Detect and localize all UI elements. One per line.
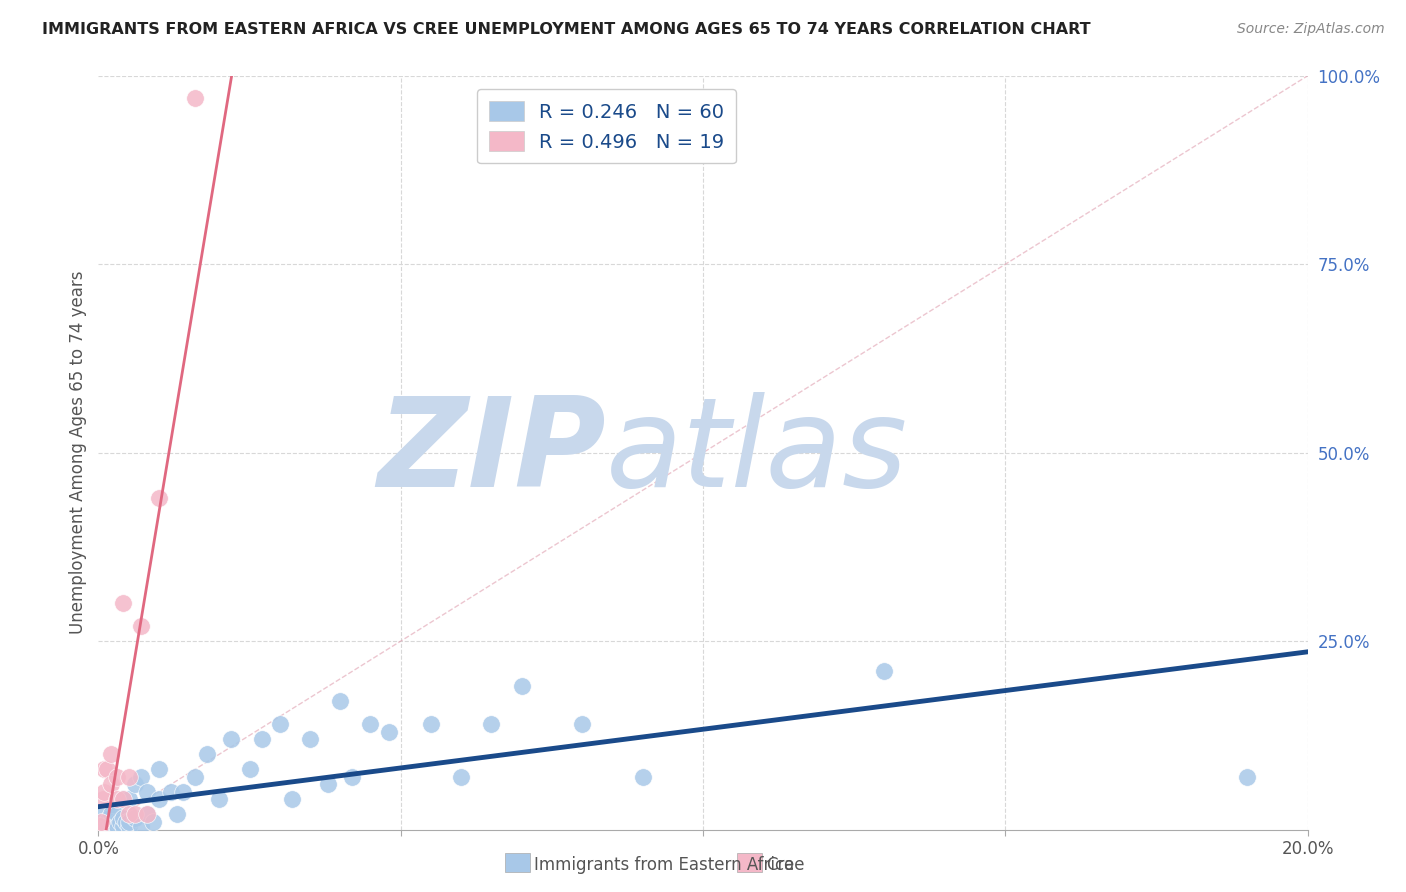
Point [100,777,122,791]
Point [105,770,128,784]
Point [105,815,128,830]
Point [105,792,128,806]
Point [166,807,188,822]
Point [118,770,141,784]
Point [94,815,117,830]
Text: Cree: Cree [766,856,804,874]
Point [129,619,152,633]
Point [90,819,112,833]
Point [420,717,443,731]
Y-axis label: Unemployment Among Ages 65 to 74 years: Unemployment Among Ages 65 to 74 years [69,271,87,634]
Point [481,717,503,731]
Point [135,807,157,822]
Point [250,732,273,747]
Point [510,679,533,693]
Point [93,785,115,799]
Point [148,491,170,505]
Point [148,792,170,806]
Point [184,770,207,784]
Point [124,777,146,791]
Point [450,770,472,784]
Point [114,815,136,830]
Point [172,785,194,799]
Text: Source: ZipAtlas.com: Source: ZipAtlas.com [1237,22,1385,37]
Point [93,762,115,776]
Point [195,747,218,761]
Point [299,732,322,747]
Point [329,694,352,708]
Text: IMMIGRANTS FROM EASTERN AFRICA VS CREE UNEMPLOYMENT AMONG AGES 65 TO 74 YEARS CO: IMMIGRANTS FROM EASTERN AFRICA VS CREE U… [42,22,1091,37]
Point [377,724,399,739]
Point [108,815,131,830]
Point [111,811,134,825]
Point [103,819,125,833]
Point [118,815,141,830]
Point [1236,770,1258,784]
Point [96,815,118,830]
Text: atlas: atlas [606,392,908,513]
Point [98,811,121,825]
Point [105,807,128,822]
Point [111,792,134,806]
Point [124,807,146,822]
Point [118,819,141,833]
Point [239,762,262,776]
Point [100,819,122,833]
Text: ZIP: ZIP [378,392,606,513]
Point [96,819,118,833]
Point [111,792,134,806]
Point [100,815,122,830]
Point [148,762,170,776]
Point [124,811,146,825]
Point [129,819,152,833]
Point [873,665,896,679]
Point [571,717,593,731]
Point [105,819,128,833]
Point [100,807,122,822]
Legend: R = 0.246   N = 60, R = 0.496   N = 19: R = 0.246 N = 60, R = 0.496 N = 19 [477,89,735,163]
Point [118,792,141,806]
Point [91,815,114,830]
Point [118,807,141,822]
Point [142,815,165,830]
Point [96,762,118,776]
Point [316,777,339,791]
Point [269,717,291,731]
Text: Immigrants from Eastern Africa: Immigrants from Eastern Africa [534,856,794,874]
Point [100,815,122,830]
Point [129,770,152,784]
Point [160,785,183,799]
Point [91,792,114,806]
Point [105,819,128,833]
Point [221,732,243,747]
Point [342,770,364,784]
Point [89,815,111,830]
Point [93,807,115,822]
Point [631,770,654,784]
Point [360,717,382,731]
Point [135,807,157,822]
Point [90,815,112,830]
Point [135,785,157,799]
Point [184,91,207,105]
Point [93,819,115,833]
Point [89,819,111,833]
Point [281,792,304,806]
Point [111,819,134,833]
Point [208,792,231,806]
Point [100,747,122,761]
Point [111,596,134,610]
